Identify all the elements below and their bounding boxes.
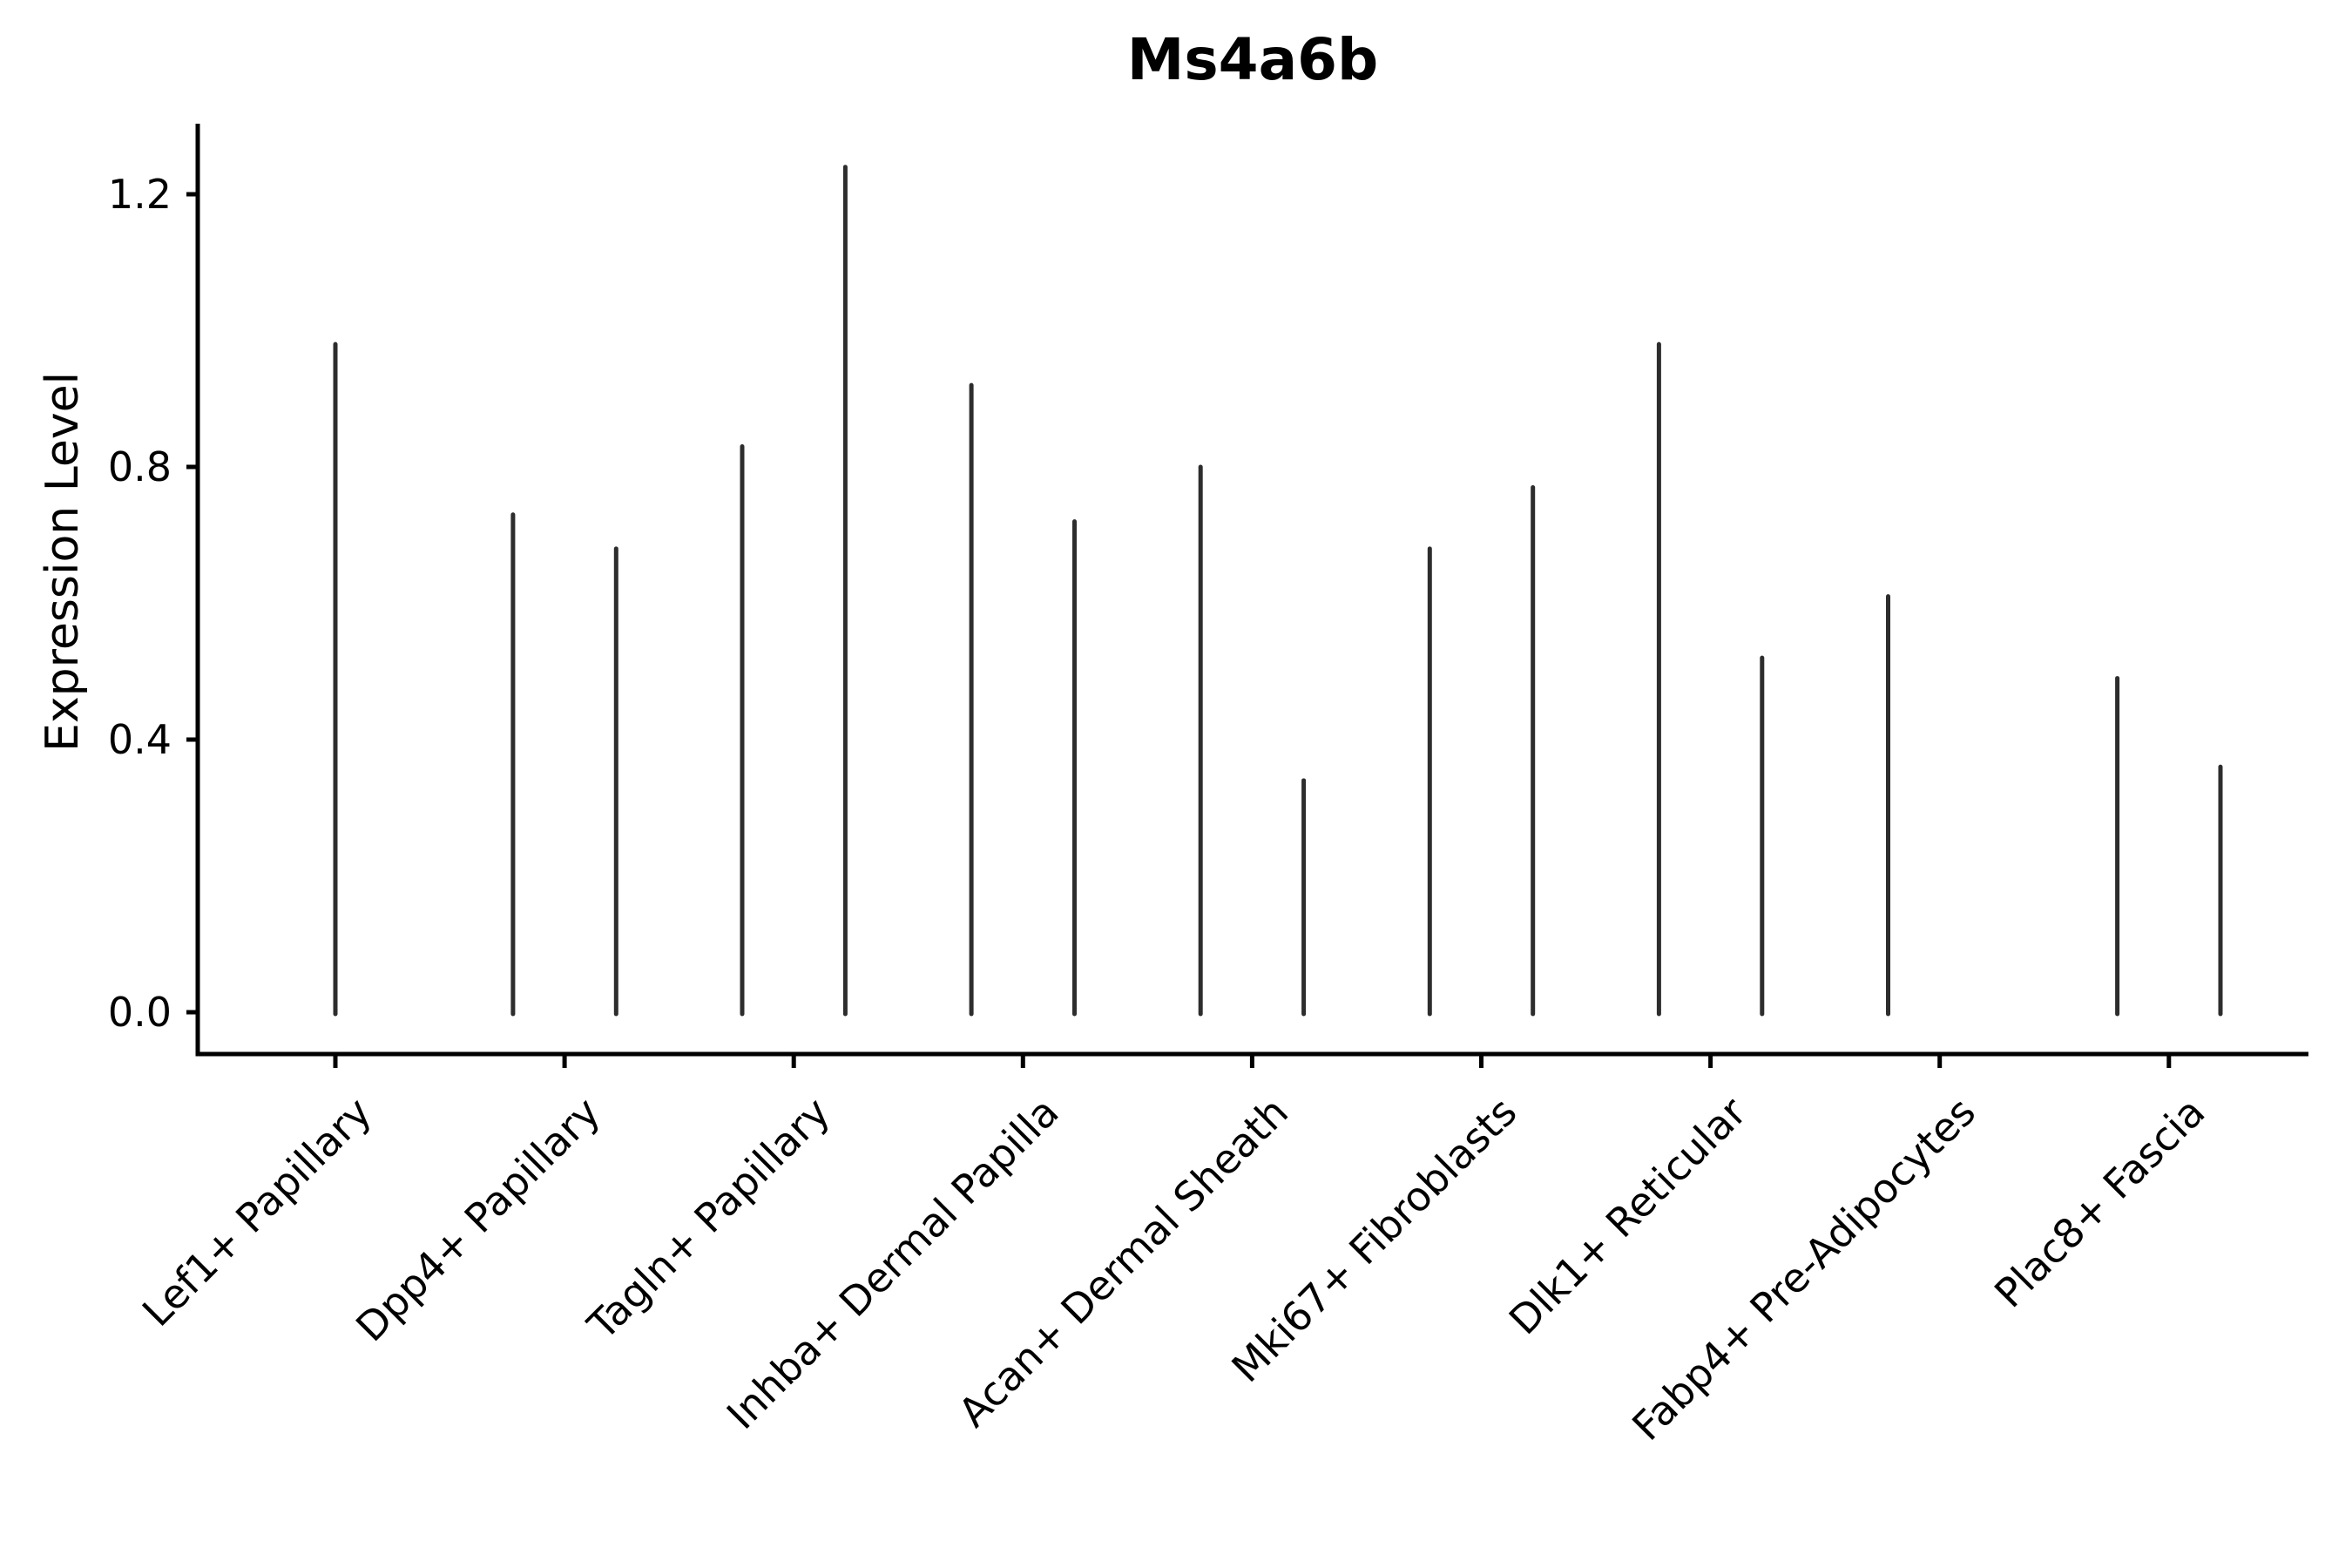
y-tick-label: 0.0 — [107, 989, 172, 1036]
y-tick-label: 0.8 — [107, 443, 172, 490]
y-tick-label: 0.4 — [107, 716, 172, 763]
y-axis-label: Expression Level — [37, 371, 89, 753]
chart-title: Ms4a6b — [1126, 26, 1379, 93]
y-tick-label: 1.2 — [107, 171, 172, 218]
